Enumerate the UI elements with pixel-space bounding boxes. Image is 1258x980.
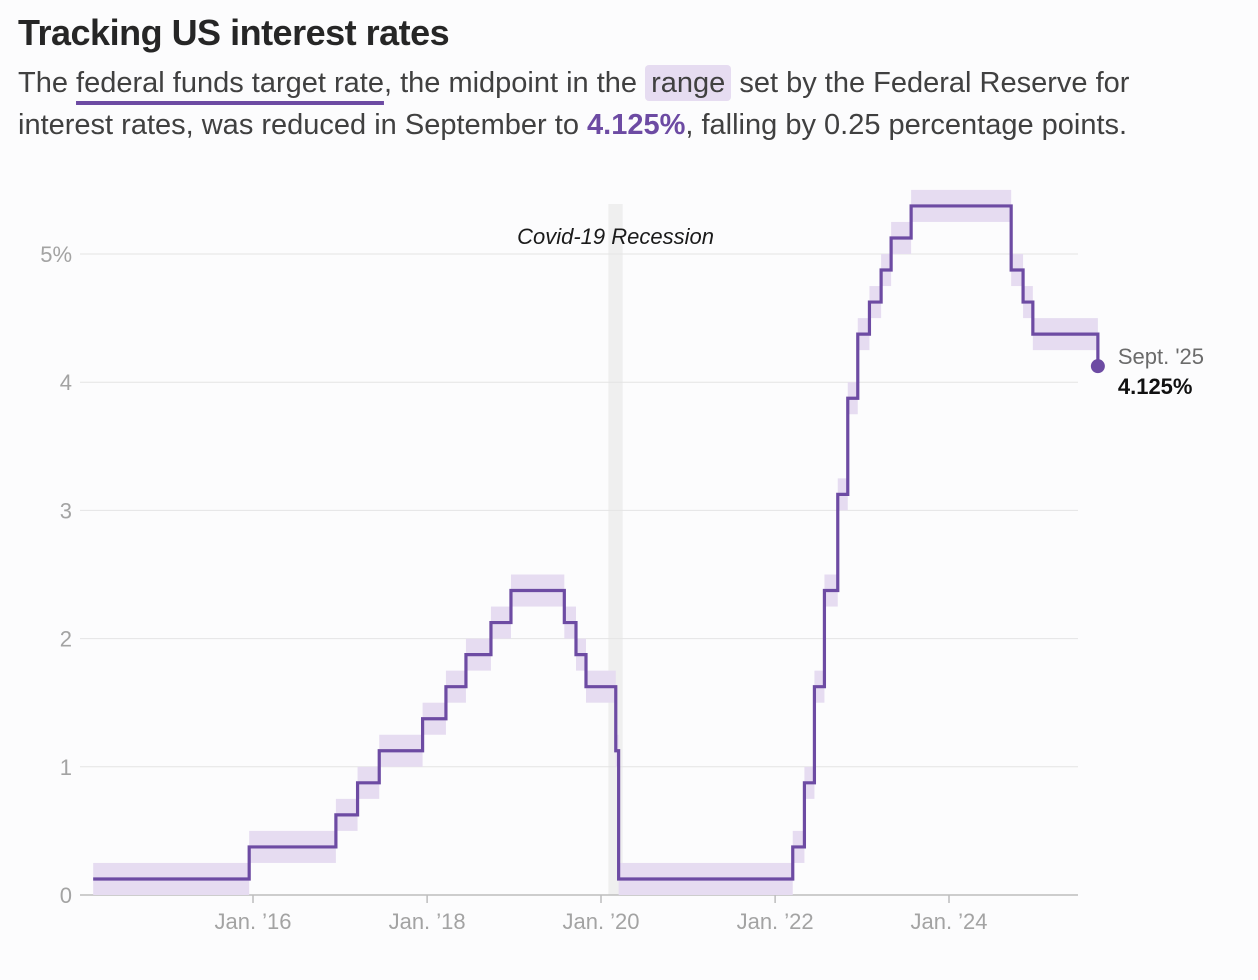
y-tick-label: 3 xyxy=(60,498,72,523)
gridlines xyxy=(80,253,1078,903)
range-term: range xyxy=(645,65,732,101)
chart-labels: Covid-19 Recession 0 1 2 3 4 5% Jan. ’16 Jan. ’1… xyxy=(40,224,1204,934)
target-range-bands xyxy=(93,189,1098,895)
end-label-date: Sept. '25 xyxy=(1118,344,1204,369)
chart-title: Tracking US interest rates xyxy=(18,12,450,53)
federal-funds-term: federal funds target rate xyxy=(76,67,384,99)
y-tick-label: 0 xyxy=(60,883,72,908)
x-tick-label: Jan. ’18 xyxy=(389,909,466,934)
subtitle-text-3: set by the Federal Reserve for interest … xyxy=(18,67,1130,141)
y-tick-label: 4 xyxy=(60,370,72,395)
end-label-value: 4.125% xyxy=(1118,374,1193,399)
x-tick-label: Jan. ’24 xyxy=(910,909,987,934)
subtitle-text-4: , falling by 0.25 percentage points. xyxy=(685,109,1128,141)
rate-line-group xyxy=(93,204,1105,881)
recession-shading-group xyxy=(608,204,623,895)
rate-chart: Covid-19 Recession 0 1 2 3 4 5% Jan. ’16 Jan. ’1… xyxy=(40,189,1204,934)
chart-subtitle: The federal funds target rate, the midpo… xyxy=(18,62,1228,146)
x-tick-label: Jan. ’16 xyxy=(214,909,291,934)
end-point-marker xyxy=(1090,359,1105,374)
y-tick-label: 1 xyxy=(60,755,72,780)
recession-shading xyxy=(608,204,623,895)
x-tick-label: Jan. ’22 xyxy=(737,909,814,934)
subtitle-text-1: The xyxy=(18,67,77,99)
y-tick-label: 5% xyxy=(40,242,72,267)
recession-label: Covid-19 Recession xyxy=(517,224,714,249)
subtitle-text-2: , the midpoint in the xyxy=(383,67,646,99)
rate-line xyxy=(93,204,1100,881)
current-rate-highlight: 4.125% xyxy=(587,109,686,141)
y-tick-label: 2 xyxy=(60,627,72,652)
x-tick-label: Jan. ’20 xyxy=(562,909,639,934)
